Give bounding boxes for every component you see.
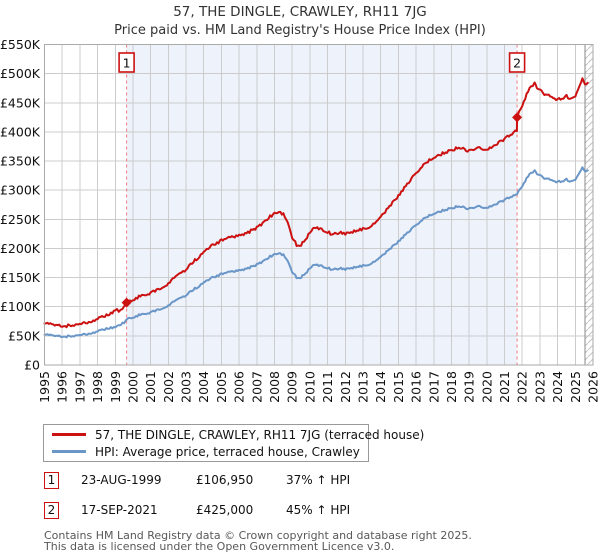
svg-text:£100K: £100K — [0, 299, 41, 314]
svg-text:2013: 2013 — [355, 371, 370, 403]
svg-text:2021: 2021 — [497, 371, 512, 403]
svg-text:£350K: £350K — [0, 154, 41, 169]
property-series-line — [43, 77, 589, 329]
svg-text:2022: 2022 — [515, 371, 530, 403]
sale-point-markers — [121, 112, 523, 308]
svg-text:1997: 1997 — [72, 371, 87, 403]
svg-text:2: 2 — [513, 56, 521, 71]
plot-border — [44, 44, 594, 366]
svg-text:1999: 1999 — [108, 371, 123, 403]
svg-text:1995: 1995 — [37, 371, 52, 403]
svg-text:2009: 2009 — [285, 371, 300, 403]
svg-text:2024: 2024 — [550, 371, 565, 403]
svg-text:£300K: £300K — [0, 183, 41, 198]
page-subtitle: Price paid vs. HM Land Registry's House … — [114, 23, 486, 38]
svg-text:2012: 2012 — [338, 371, 353, 403]
svg-text:2019: 2019 — [462, 371, 477, 403]
sale-date: 17-SEP-2021 — [81, 503, 158, 517]
property-line-swatch-icon — [52, 433, 86, 436]
sale-hpi-delta: 37% ↑ HPI — [286, 473, 351, 487]
svg-text:2017: 2017 — [426, 371, 441, 403]
svg-text:£400K: £400K — [0, 124, 41, 139]
svg-text:1998: 1998 — [90, 371, 105, 403]
svg-text:2018: 2018 — [444, 371, 459, 403]
x-axis-labels: 1995 1996 1997 1998 1999 2000 2001 2002 2003 2004… — [37, 371, 600, 403]
svg-text:£150K: £150K — [0, 270, 41, 285]
svg-text:2020: 2020 — [479, 371, 494, 403]
svg-text:2026: 2026 — [586, 371, 600, 403]
sale-diamond-marker-2 — [512, 112, 523, 123]
page-title: 57, THE DINGLE, CRAWLEY, RH11 7JG — [173, 4, 427, 20]
svg-text:£450K: £450K — [0, 95, 41, 110]
sale-price: £106,950 — [196, 473, 254, 487]
copyright-line: Contains HM Land Registry data © Crown c… — [44, 529, 472, 542]
legend-item-hpi: HPI: Average price, terraced house, Craw… — [44, 443, 368, 460]
y-axis-labels: £0 £50K £100K £150K £200K £250K £300K £350K £400… — [0, 37, 41, 373]
legend-label-hpi: HPI: Average price, terraced house, Craw… — [95, 444, 360, 459]
legend-item-property: 57, THE DINGLE, CRAWLEY, RH11 7JG (terra… — [44, 426, 424, 443]
svg-text:2016: 2016 — [409, 371, 424, 403]
chart-legend: 57, THE DINGLE, CRAWLEY, RH11 7JG (terra… — [43, 424, 424, 462]
sale-annotation-row: 2 17-SEP-2021 £425,000 45% ↑ HPI — [0, 502, 600, 522]
sale-price: £425,000 — [196, 503, 254, 517]
svg-text:1996: 1996 — [55, 371, 70, 403]
svg-text:2005: 2005 — [214, 371, 229, 403]
svg-text:2004: 2004 — [196, 371, 211, 403]
sale-diamond-marker-1 — [121, 297, 132, 308]
svg-text:2008: 2008 — [267, 371, 282, 403]
svg-text:£250K: £250K — [0, 212, 41, 227]
future-hatch-region — [584, 44, 593, 365]
svg-text:2006: 2006 — [232, 371, 247, 403]
licence-line: This data is licensed under the Open Gov… — [44, 539, 395, 553]
sale-number-badge: 2 — [44, 502, 59, 519]
sale-number-badge: 1 — [44, 472, 59, 489]
ownership-shaded-region — [126, 44, 518, 365]
svg-text:2011: 2011 — [320, 371, 335, 403]
svg-text:2014: 2014 — [373, 371, 388, 403]
svg-text:2001: 2001 — [143, 371, 158, 403]
svg-text:2025: 2025 — [568, 371, 583, 403]
svg-text:2003: 2003 — [179, 371, 194, 403]
sale-annotation-row: 1 23-AUG-1999 £106,950 37% ↑ HPI — [0, 472, 600, 492]
svg-text:2002: 2002 — [161, 371, 176, 403]
svg-text:£500K: £500K — [0, 66, 41, 81]
svg-text:£550K: £550K — [0, 37, 41, 52]
svg-text:£0: £0 — [24, 358, 40, 373]
svg-text:2007: 2007 — [249, 371, 264, 403]
hpi-series-line — [43, 166, 589, 339]
svg-text:2023: 2023 — [532, 371, 547, 403]
svg-text:£200K: £200K — [0, 241, 41, 256]
svg-text:2000: 2000 — [125, 371, 140, 403]
svg-text:2010: 2010 — [302, 371, 317, 403]
svg-text:1: 1 — [123, 56, 131, 71]
svg-text:£50K: £50K — [8, 328, 41, 343]
sale-hpi-delta: 45% ↑ HPI — [286, 503, 351, 517]
legend-label-property: 57, THE DINGLE, CRAWLEY, RH11 7JG (terra… — [95, 427, 425, 442]
sale-date: 23-AUG-1999 — [81, 473, 162, 487]
hpi-line-swatch-icon — [52, 450, 86, 453]
svg-text:2015: 2015 — [391, 371, 406, 403]
